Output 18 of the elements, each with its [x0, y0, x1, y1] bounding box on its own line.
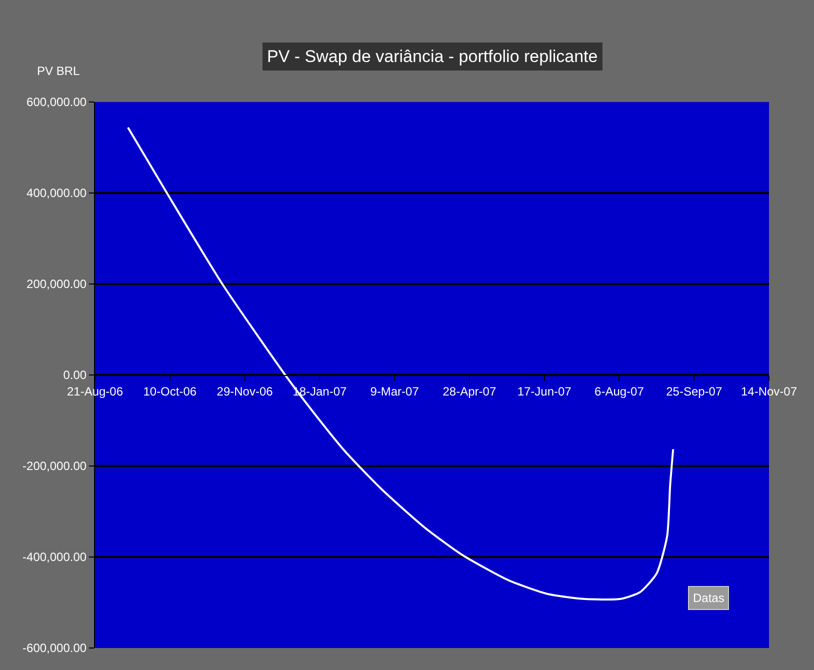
y-axis-title: PV BRL [37, 64, 80, 78]
y-tick-label: -600,000.00 [22, 641, 87, 656]
x-tick-label: 25-Sep-07 [666, 384, 722, 398]
x-axis-title: Datas [693, 591, 724, 605]
y-tick-label: -200,000.00 [22, 459, 87, 474]
x-tick-label: 29-Nov-06 [216, 384, 274, 398]
y-tick-label: 400,000.00 [26, 186, 87, 200]
x-tick-label: 9-Mar-07 [370, 384, 420, 398]
x-tick-label: 6-Aug-07 [594, 384, 644, 398]
x-tick-label: 14-Nov-07 [740, 384, 798, 398]
x-tick-label: 28-Apr-07 [442, 384, 496, 398]
y-tick-label: 600,000.00 [26, 95, 87, 110]
x-tick-label: 17-Jun-07 [517, 384, 572, 398]
y-tick-label: 200,000.00 [26, 277, 87, 292]
y-tick-label: 0.00 [63, 368, 87, 382]
chart-title: PV - Swap de variância - portfolio replicante [267, 47, 598, 66]
y-tick-label: -400,000.00 [22, 550, 87, 564]
x-tick-label: 10-Oct-06 [143, 384, 197, 398]
